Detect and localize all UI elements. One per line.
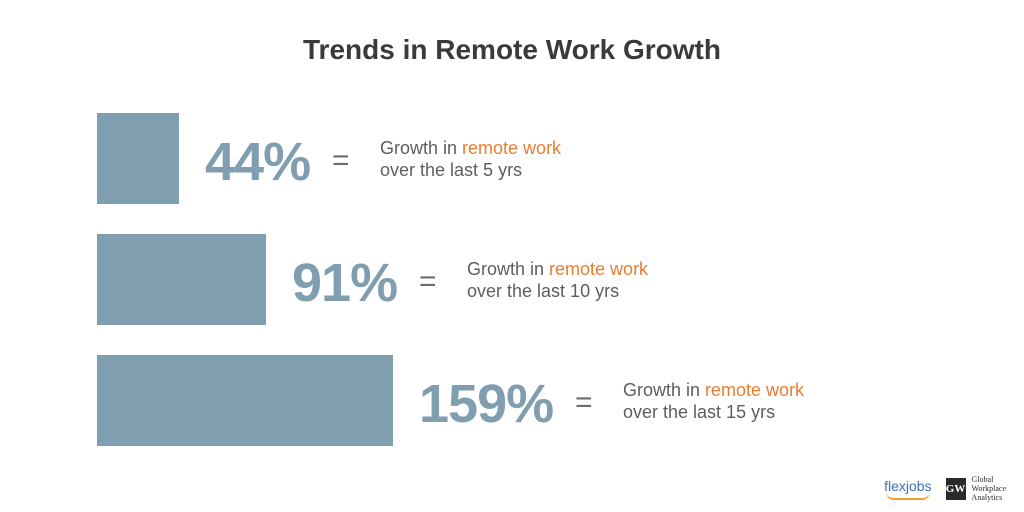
equals-sign-2: = [419,265,437,298]
global-workplace-analytics-logo: GW Global Workplace Analytics [945,475,1006,502]
source-logos: flexjobs GW Global Workplace Analytics [884,475,1006,502]
gwa-text: Global Workplace Analytics [971,475,1006,502]
equals-sign-1: = [332,144,350,177]
flexjobs-swoosh-icon [886,492,931,500]
flexjobs-logo: flexjobs [884,478,932,500]
remote-work-highlight: remote work [705,380,805,400]
bar-2 [97,234,266,325]
value-label-3: 159% [419,374,554,434]
bar-3 [97,355,393,446]
description-2: Growth in remote work over the last 10 yr… [467,259,649,301]
description-1: Growth in remote work over the last 5 yrs [380,138,562,180]
remote-work-highlight: remote work [549,259,649,279]
value-label-1: 44% [205,132,311,192]
bar-1 [97,113,179,204]
description-3: Growth in remote work over the last 15 yr… [623,380,805,422]
gwa-mark-icon: GW [945,477,966,500]
equals-sign-3: = [575,386,593,419]
chart-title: Trends in Remote Work Growth [303,34,721,65]
value-label-2: 91% [292,253,398,313]
remote-work-highlight: remote work [462,138,562,158]
